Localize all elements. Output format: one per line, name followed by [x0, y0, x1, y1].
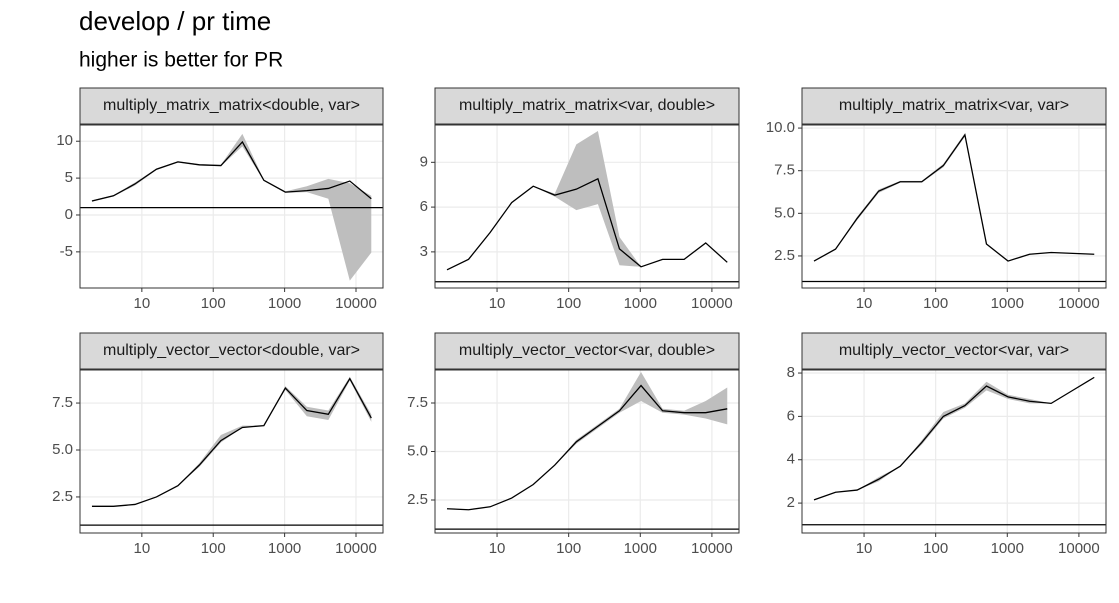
- ribbon: [446, 130, 728, 270]
- panel-title: multiply_vector_vector<double, var>: [103, 342, 360, 359]
- line: [91, 377, 372, 507]
- y-tick-label: 5.0: [774, 204, 795, 221]
- panel-title: multiply_matrix_matrix<double, var>: [103, 97, 360, 114]
- strip-background: [801, 87, 1107, 125]
- x-tick-label: 10000: [1058, 540, 1100, 557]
- strip-background: [79, 332, 384, 370]
- panel-border: [79, 369, 384, 534]
- panel-title: multiply_vector_vector<var, double>: [459, 342, 715, 359]
- chart-title: develop / pr time: [79, 6, 271, 36]
- panel-title: multiply_matrix_matrix<var, double>: [459, 97, 715, 114]
- y-tick-label: 5: [65, 169, 73, 186]
- y-tick-label: 2.5: [407, 491, 428, 508]
- y-tick-label: 7.5: [407, 394, 428, 411]
- y-tick-label: 4: [787, 451, 795, 468]
- line: [446, 177, 728, 271]
- panel-border: [801, 369, 1107, 534]
- strip-background: [434, 332, 740, 370]
- x-tick-label: 10000: [691, 295, 733, 312]
- panel-title: multiply_matrix_matrix<var, var>: [839, 97, 1069, 114]
- x-tick-label: 10000: [335, 295, 377, 312]
- y-tick-label: 10.0: [766, 119, 795, 136]
- y-tick-label: 10: [56, 132, 73, 149]
- x-tick-label: 100: [201, 540, 226, 557]
- x-tick-label: 1000: [624, 540, 657, 557]
- y-tick-label: 7.5: [52, 394, 73, 411]
- x-tick-label: 10000: [335, 540, 377, 557]
- y-tick-label: 5.0: [52, 441, 73, 458]
- x-tick-label: 100: [556, 295, 581, 312]
- x-tick-label: 1000: [268, 295, 301, 312]
- strip-background: [434, 87, 740, 125]
- x-tick-label: 10: [489, 540, 506, 557]
- y-tick-label: 2.5: [774, 247, 795, 264]
- y-tick-label: 7.5: [774, 162, 795, 179]
- x-tick-label: 10: [134, 540, 151, 557]
- y-tick-label: 6: [787, 407, 795, 424]
- x-tick-label: 1000: [991, 540, 1024, 557]
- y-tick-label: 2.5: [52, 488, 73, 505]
- x-tick-label: 10000: [691, 540, 733, 557]
- x-tick-label: 1000: [268, 540, 301, 557]
- line: [91, 140, 372, 202]
- panel-border: [79, 124, 384, 289]
- x-tick-label: 10: [134, 295, 151, 312]
- line: [813, 376, 1095, 501]
- ribbon: [813, 377, 1095, 500]
- line: [446, 384, 728, 511]
- panel-title: multiply_vector_vector<var, var>: [839, 342, 1069, 359]
- chart-subtitle: higher is better for PR: [79, 49, 283, 72]
- ribbon: [813, 133, 1095, 262]
- panel-border: [801, 124, 1107, 289]
- strip-background: [79, 87, 384, 125]
- y-tick-label: 3: [420, 243, 428, 260]
- y-tick-label: 9: [420, 153, 428, 170]
- y-tick-label: 5.0: [407, 442, 428, 459]
- y-tick-label: 2: [787, 494, 795, 511]
- y-tick-label: 8: [787, 364, 795, 381]
- x-tick-label: 10: [489, 295, 506, 312]
- strip-background: [801, 332, 1107, 370]
- x-tick-label: 100: [556, 540, 581, 557]
- x-tick-label: 1000: [624, 295, 657, 312]
- x-tick-label: 100: [923, 540, 948, 557]
- line: [813, 133, 1095, 262]
- y-tick-label: 6: [420, 198, 428, 215]
- x-tick-label: 10: [856, 295, 873, 312]
- y-tick-label: -5: [60, 243, 73, 260]
- ribbon: [446, 371, 728, 510]
- x-tick-label: 1000: [991, 295, 1024, 312]
- y-tick-label: 0: [65, 206, 73, 223]
- ribbon: [91, 376, 372, 507]
- x-tick-label: 10: [856, 540, 873, 557]
- panel-border: [434, 124, 740, 289]
- x-tick-label: 100: [201, 295, 226, 312]
- x-tick-label: 100: [923, 295, 948, 312]
- panel-border: [434, 369, 740, 534]
- x-tick-label: 10000: [1058, 295, 1100, 312]
